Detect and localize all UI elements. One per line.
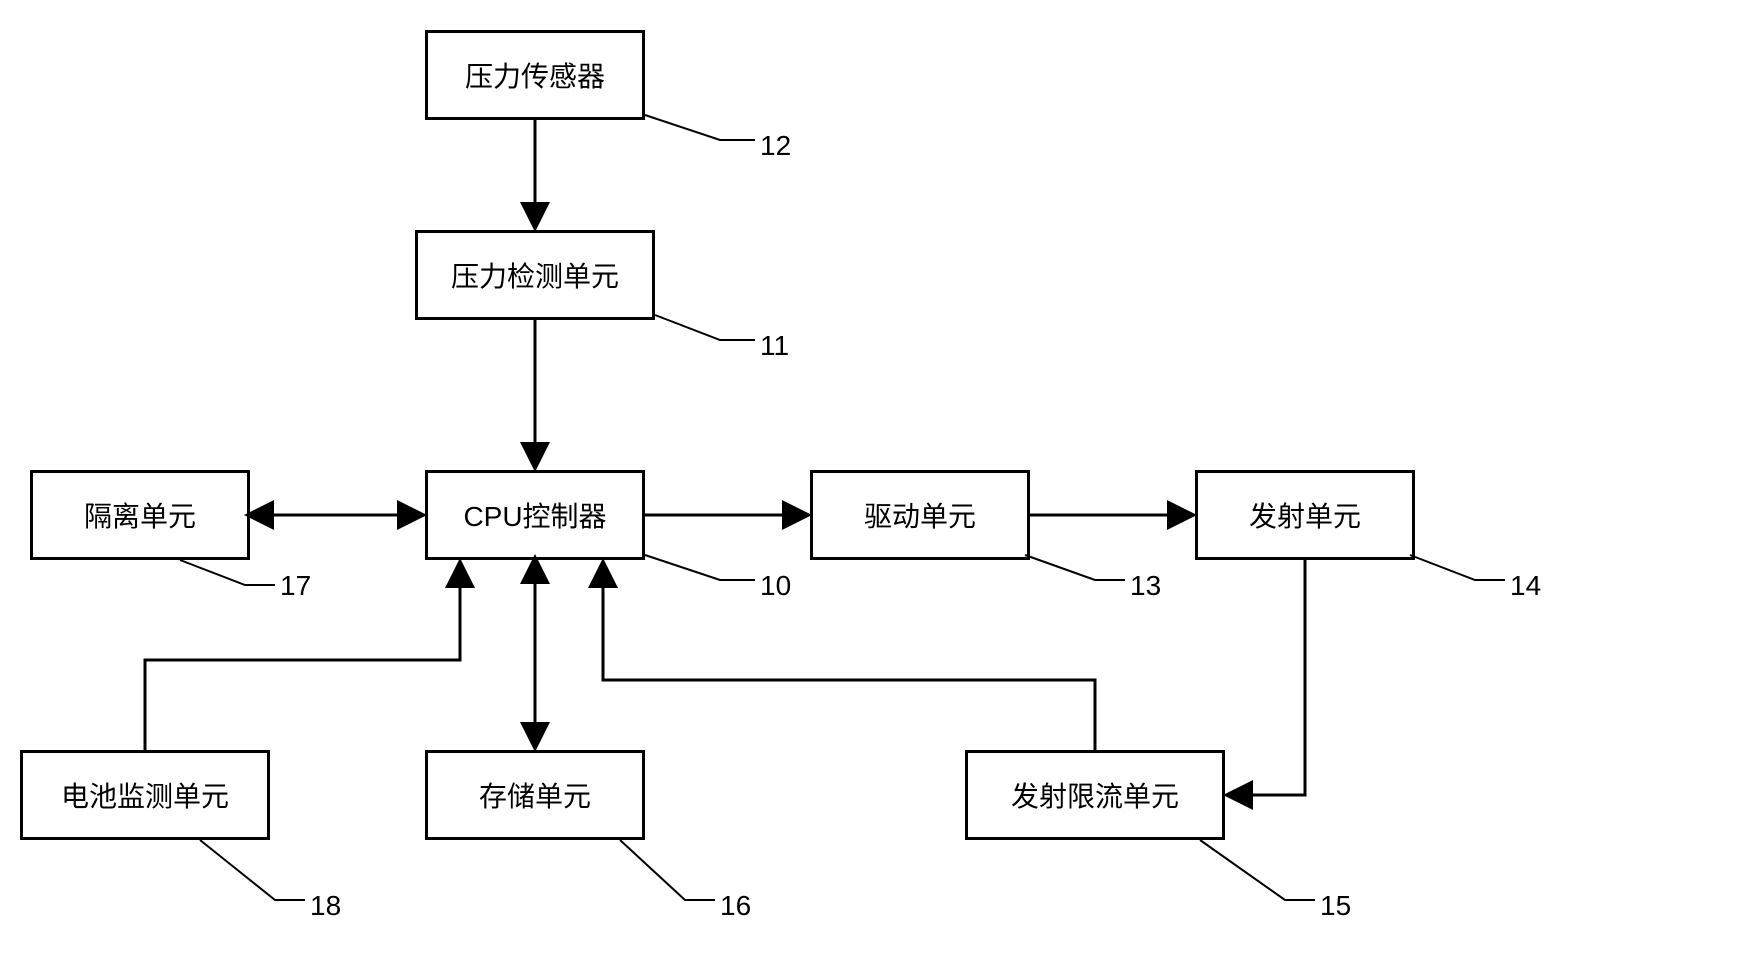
box-label: 压力传感器	[465, 55, 605, 95]
ref-label-15: 15	[1320, 890, 1351, 922]
ref-label-10: 10	[760, 570, 791, 602]
box-cpu: CPU控制器	[425, 470, 645, 560]
arrow-limit-to-cpu	[603, 564, 1095, 750]
block-diagram: 压力传感器 压力检测单元 CPU控制器 隔离单元 驱动单元 发射单元 电池监测单…	[0, 0, 1743, 964]
ref-label-11: 11	[760, 330, 789, 362]
box-label: 压力检测单元	[451, 255, 619, 295]
ref-label-14: 14	[1510, 570, 1541, 602]
ref-label-17: 17	[280, 570, 311, 602]
box-storage: 存储单元	[425, 750, 645, 840]
leader-17	[180, 560, 275, 585]
box-label: 发射单元	[1249, 495, 1361, 535]
box-label: 存储单元	[479, 775, 591, 815]
ref-label-16: 16	[720, 890, 751, 922]
ref-label-13: 13	[1130, 570, 1161, 602]
leader-11	[655, 315, 755, 340]
arrow-emit-to-limit	[1229, 560, 1305, 795]
box-emit: 发射单元	[1195, 470, 1415, 560]
ref-label-12: 12	[760, 130, 791, 162]
leader-10	[645, 555, 755, 580]
leader-15	[1200, 840, 1315, 900]
box-emit-limit: 发射限流单元	[965, 750, 1225, 840]
box-pressure-detection: 压力检测单元	[415, 230, 655, 320]
box-label: 发射限流单元	[1011, 775, 1179, 815]
box-label: 驱动单元	[864, 495, 976, 535]
leader-16	[620, 840, 715, 900]
box-battery: 电池监测单元	[20, 750, 270, 840]
leader-18	[200, 840, 305, 900]
ref-label-18: 18	[310, 890, 341, 922]
box-label: 电池监测单元	[61, 775, 229, 815]
box-label: 隔离单元	[84, 495, 196, 535]
leader-12	[645, 115, 755, 140]
leader-14	[1410, 555, 1505, 580]
box-drive: 驱动单元	[810, 470, 1030, 560]
box-label: CPU控制器	[463, 495, 606, 535]
box-isolation: 隔离单元	[30, 470, 250, 560]
box-pressure-sensor: 压力传感器	[425, 30, 645, 120]
leader-13	[1025, 555, 1125, 580]
